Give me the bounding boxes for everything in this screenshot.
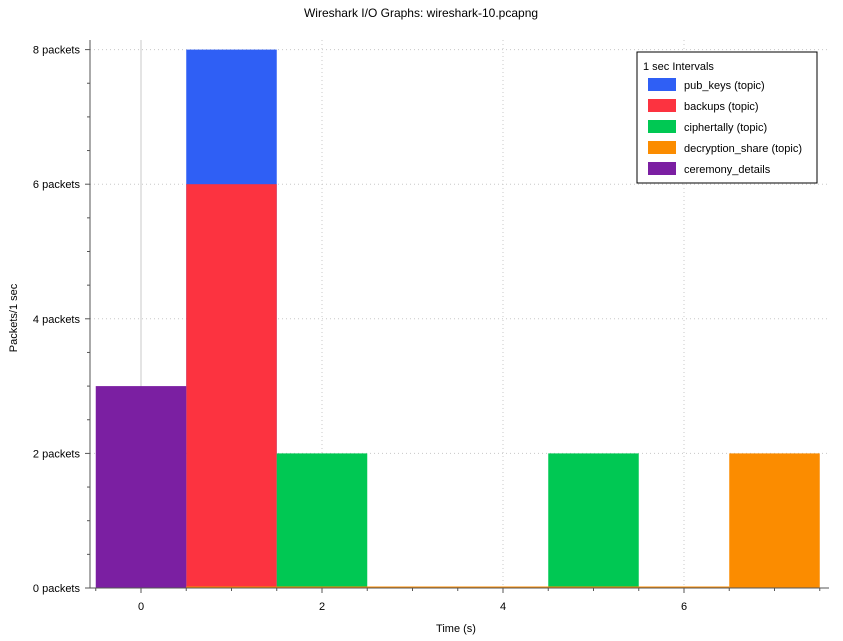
bar-ciphertally-topic--t2 [276, 453, 368, 588]
legend: 1 sec Intervals pub_keys (topic) backups … [636, 51, 818, 184]
bar-ciphertally-topic--t5 [548, 453, 639, 588]
legend-item-label: ceremony_details [684, 164, 771, 176]
legend-item-label: ciphertally (topic) [684, 122, 767, 134]
bars-group [95, 49, 820, 589]
y-tick-label: 0 packets [33, 583, 81, 595]
legend-swatch [648, 141, 676, 154]
x-ticks: 0 2 4 6 [95, 588, 821, 613]
y-tick-label: 4 packets [33, 314, 81, 326]
y-tick-label: 2 packets [33, 448, 81, 460]
legend-item-label: decryption_share (topic) [684, 143, 802, 155]
legend-item-label: backups (topic) [684, 101, 759, 113]
bar-decryption-share-topic--t7 [729, 453, 820, 588]
axes-group [89, 40, 829, 589]
y-tick-label: 6 packets [33, 179, 81, 191]
legend-item-label: pub_keys (topic) [684, 80, 765, 92]
y-axis-label: Packets/1 sec [8, 283, 20, 352]
x-tick-label: 0 [138, 601, 144, 613]
legend-title: 1 sec Intervals [643, 61, 714, 73]
x-tick-label: 4 [500, 601, 506, 613]
x-axis-label: Time (s) [436, 623, 476, 635]
y-tick-label: 8 packets [33, 45, 81, 57]
legend-swatch [648, 78, 676, 91]
chart-title: Wireshark I/O Graphs: wireshark-10.pcapn… [304, 6, 538, 20]
x-tick-label: 6 [681, 601, 687, 613]
bar-ceremony-details-t0 [95, 386, 187, 588]
legend-box [636, 51, 818, 184]
y-ticks: 0 packets 2 packets 4 packets 6 packets 8 pa… [33, 45, 90, 595]
x-tick-label: 2 [319, 601, 325, 613]
bar-backups-topic--t1 [186, 184, 277, 588]
legend-swatch [648, 120, 676, 133]
legend-swatch [648, 99, 676, 112]
legend-swatch [648, 162, 676, 175]
